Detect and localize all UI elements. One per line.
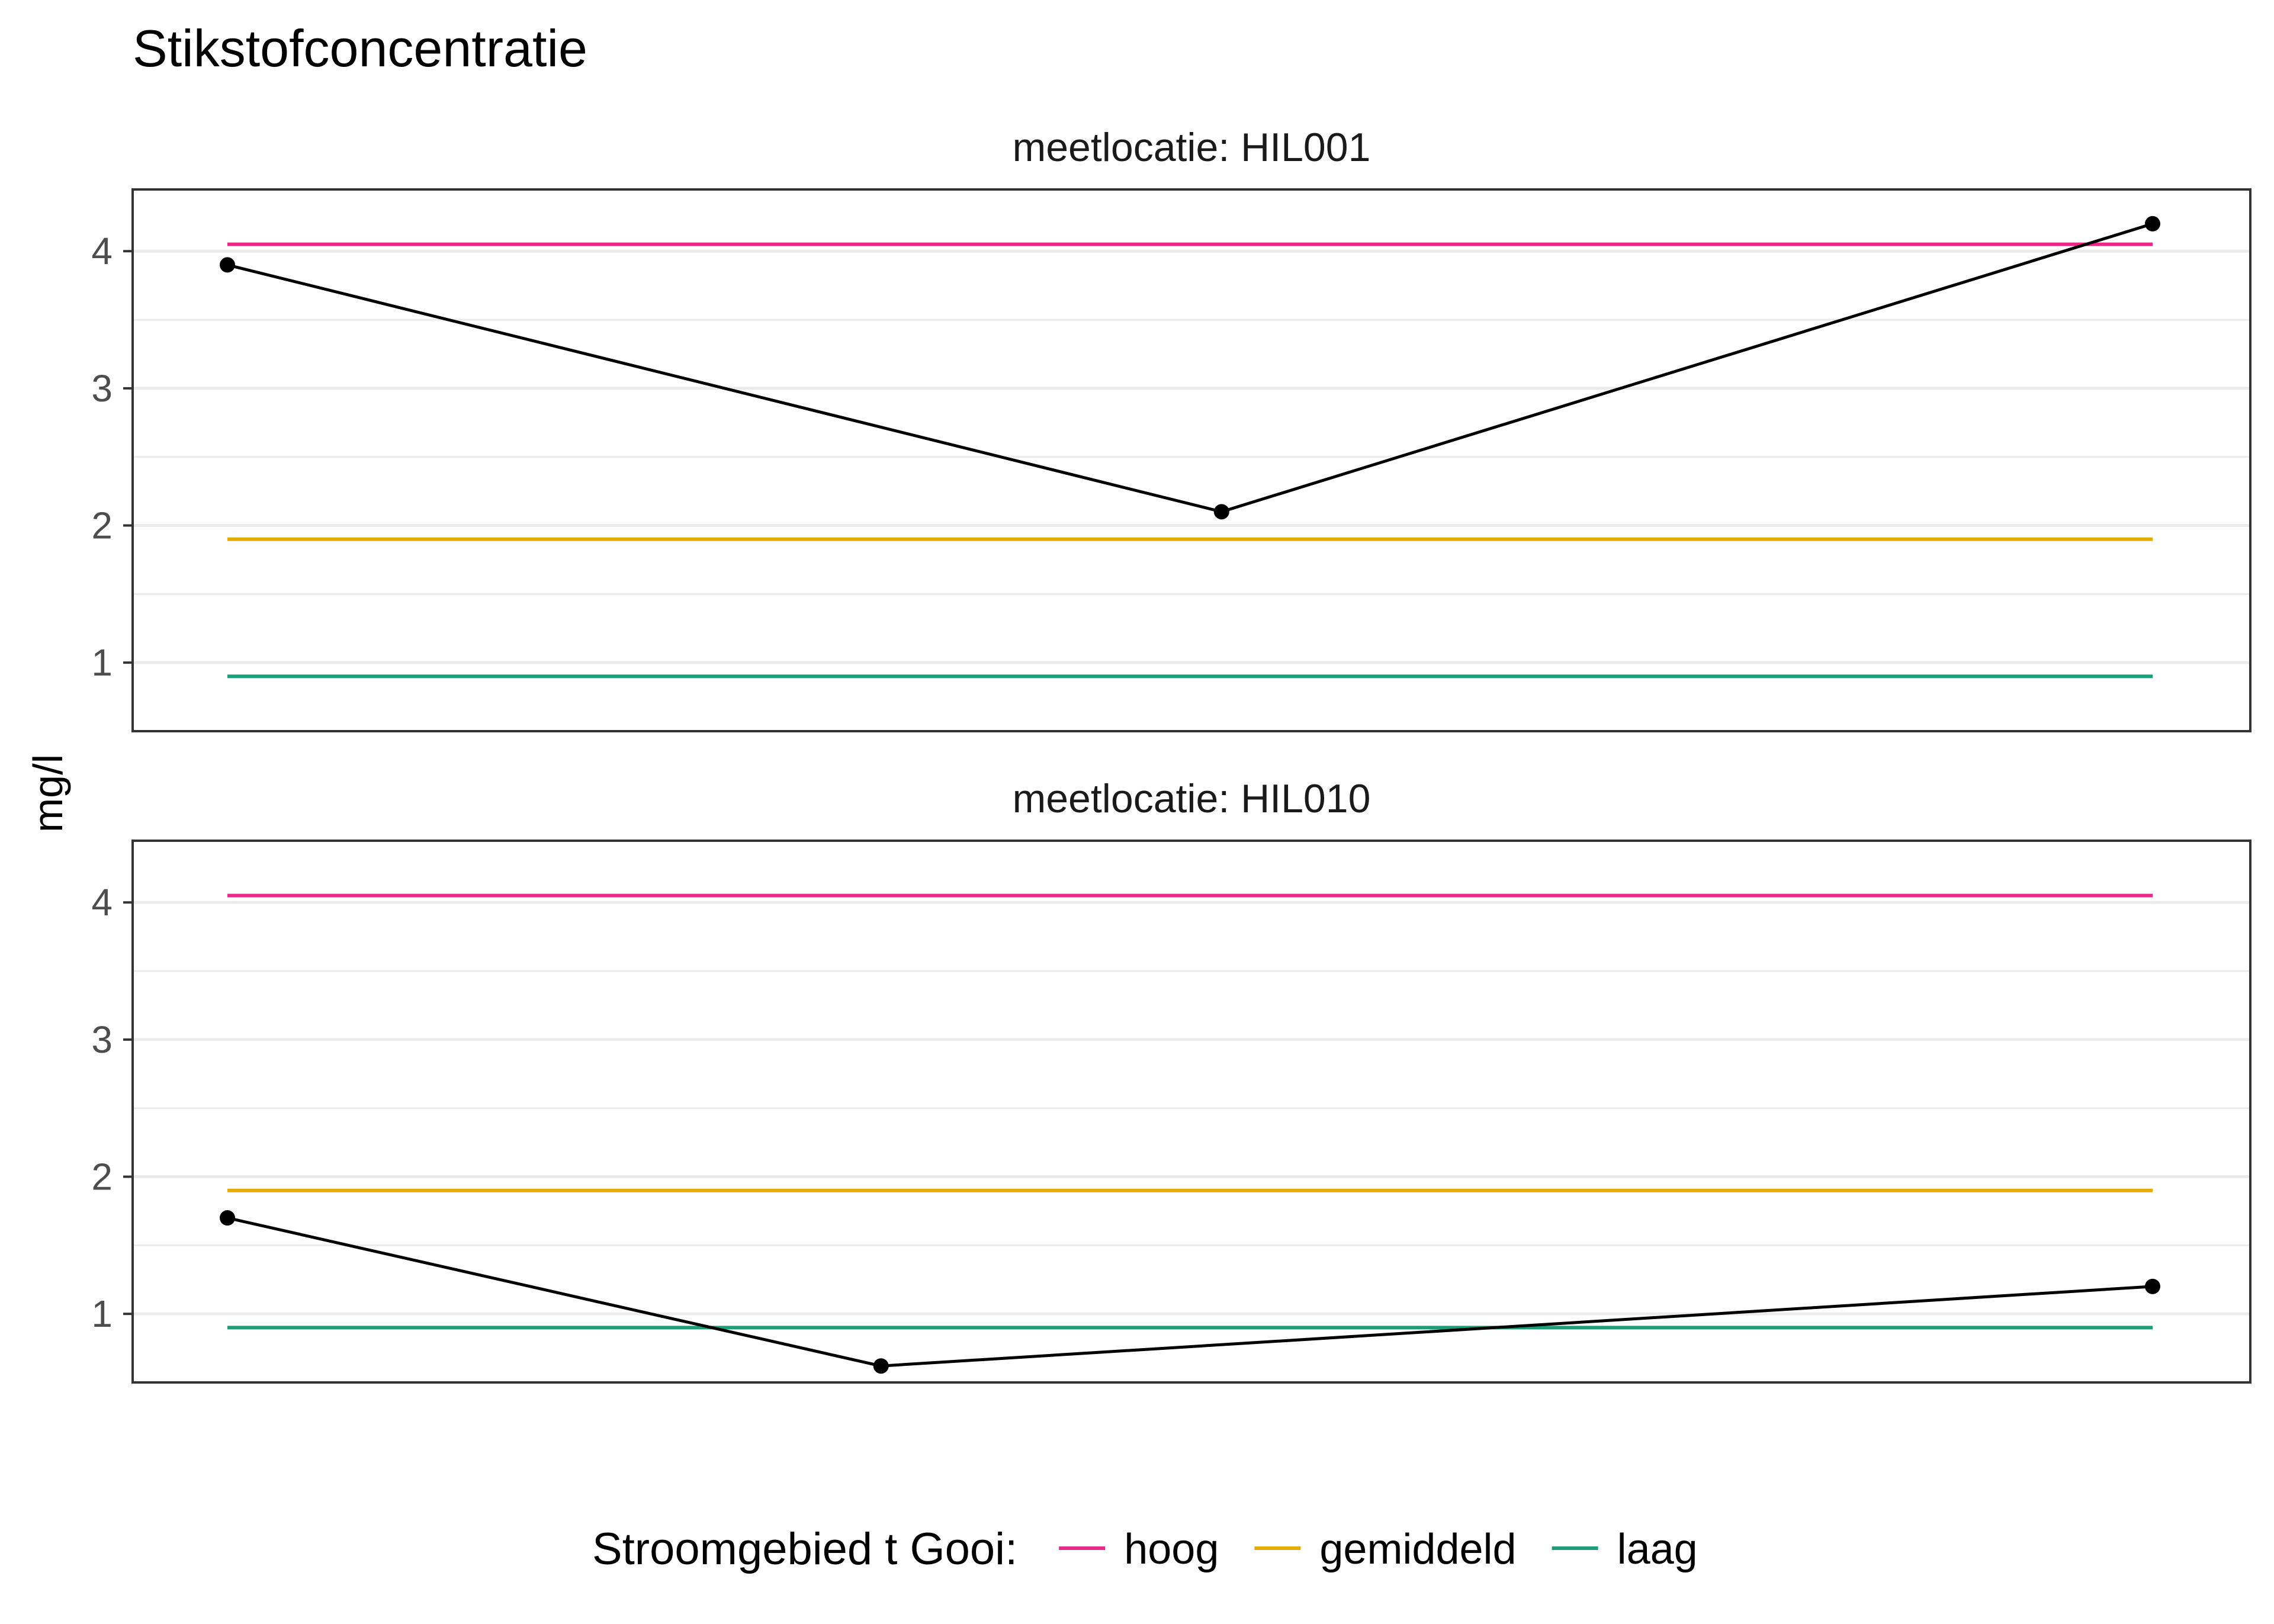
data-point (220, 1210, 235, 1226)
panel-border (131, 840, 2251, 1384)
legend-title: Stroomgebied t Gooi: (592, 1524, 1017, 1574)
y-tick-label: 3 (91, 1018, 113, 1061)
legend-label-hoog: hoog (1124, 1526, 1219, 1573)
data-point (873, 1358, 889, 1374)
data-point (2145, 1278, 2160, 1294)
y-tick-label: 2 (91, 504, 113, 547)
y-tick-label: 3 (91, 367, 113, 410)
panel-strip-label: meetlocatie: HIL010 (1013, 776, 1371, 821)
panel-strip-label: meetlocatie: HIL001 (1013, 125, 1371, 170)
chart-title: Stikstofconcentratie (133, 19, 587, 78)
legend: Stroomgebied t Gooi: hoog gemiddeld laag (592, 1524, 1698, 1574)
panel-1: meetlocatie: HIL001 1 2 3 4 (91, 125, 2251, 732)
legend-label-gemiddeld: gemiddeld (1319, 1526, 1516, 1573)
data-point (220, 257, 235, 273)
y-tick-label: 2 (91, 1156, 113, 1198)
data-point (1213, 504, 1229, 520)
y-tick-label: 1 (91, 641, 113, 684)
panel-2: meetlocatie: HIL010 1 2 3 4 (91, 776, 2251, 1384)
data-point (2145, 216, 2160, 231)
panel-border (131, 188, 2251, 732)
series-line (227, 1216, 2153, 1368)
series-line (227, 222, 2153, 513)
y-tick-label: 4 (91, 230, 113, 272)
y-tick-label: 4 (91, 881, 113, 924)
legend-label-laag: laag (1617, 1526, 1698, 1573)
y-axis-title: mg/l (25, 754, 71, 832)
y-tick-label: 1 (91, 1292, 113, 1335)
